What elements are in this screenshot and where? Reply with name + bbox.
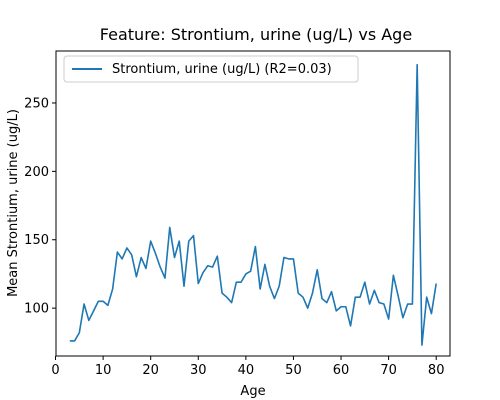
x-tick-label: 30	[190, 363, 207, 378]
series-layer	[69, 63, 437, 346]
x-tick-label: 20	[142, 363, 159, 378]
y-tick-label: 150	[24, 233, 49, 248]
x-tick-label: 0	[51, 363, 59, 378]
legend-box	[63, 55, 359, 83]
legend: Strontium, urine (ug/L) (R2=0.03)	[63, 55, 359, 83]
y-tick-label: 100	[24, 302, 49, 317]
x-tick-label: 60	[333, 363, 350, 378]
x-tick-label: 80	[428, 363, 445, 378]
x-tick-label: 10	[95, 363, 112, 378]
plot-frame	[55, 50, 451, 357]
y-axis: 100 150 200 250	[24, 96, 56, 317]
series-line	[69, 63, 437, 346]
x-axis: 0 10 20 30 40 50 60 70 80	[51, 356, 444, 378]
x-tick-label: 70	[380, 363, 397, 378]
x-tick-label: 50	[285, 363, 302, 378]
x-axis-label: Age	[240, 384, 265, 399]
y-axis-label: Mean Strontium, urine (ug/L)	[6, 109, 21, 297]
y-tick-label: 200	[24, 165, 49, 180]
chart-title: Feature: Strontium, urine (ug/L) vs Age	[100, 25, 412, 44]
y-tick-label: 250	[24, 96, 49, 111]
x-tick-label: 40	[238, 363, 255, 378]
plot-area	[56, 51, 450, 356]
legend-label: Strontium, urine (ug/L) (R2=0.03)	[112, 62, 332, 77]
